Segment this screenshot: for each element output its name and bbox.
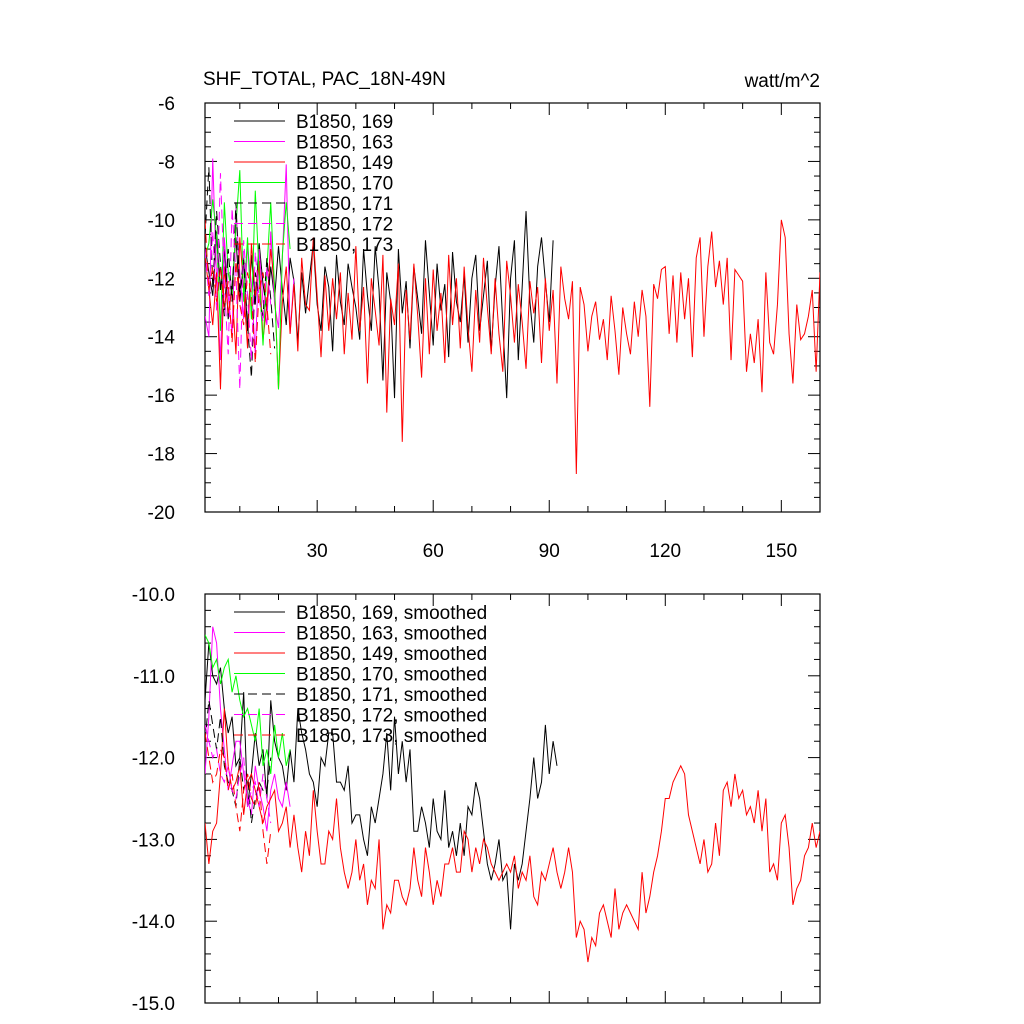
top-series-line-7 <box>205 219 272 364</box>
top-y-tick-label: -14 <box>148 328 176 349</box>
bottom-y-tick-label: -11.0 <box>133 667 175 688</box>
top-legend-label: B1850, 172 <box>296 215 393 236</box>
bottom-series-line-6 <box>205 724 272 824</box>
units-label: watt/m^2 <box>744 71 820 92</box>
bottom-legend-label: B1850, 171, smoothed <box>296 685 487 706</box>
top-y-tick-label: -16 <box>148 386 175 407</box>
bottom-panel: -10.0 -11.0 -12.0 -13.0 -14.0 -15.0 B1850, 169… <box>132 585 821 1015</box>
bottom-y-tick-label: -12.0 <box>132 749 175 770</box>
top-y-tick-label: -10 <box>148 211 175 232</box>
top-y-tick-label: -20 <box>148 503 175 524</box>
top-x-tick-label: 120 <box>649 541 681 562</box>
top-x-tick-label: 30 <box>307 541 328 562</box>
bottom-legend-label: B1850, 173, smoothed <box>296 726 487 747</box>
top-legend-label: B1850, 171 <box>296 194 393 215</box>
bottom-y-tick-label: -15.0 <box>132 994 175 1015</box>
top-y-tick-label: -6 <box>158 94 175 115</box>
bottom-legend-label: B1850, 149, smoothed <box>296 644 487 665</box>
top-x-tick-label: 90 <box>539 541 560 562</box>
bottom-series-line-4 <box>205 634 291 775</box>
bottom-legend-label: B1850, 169, smoothed <box>296 603 487 624</box>
top-y-tick-label: -12 <box>148 269 175 290</box>
chart-title: SHF_TOTAL, PAC_18N-49N <box>203 69 446 90</box>
top-series-line-2 <box>205 158 295 361</box>
bottom-series-line-5 <box>205 700 272 824</box>
top-legend-label: B1850, 173 <box>296 235 393 256</box>
top-legend-label: B1850, 169 <box>296 112 393 133</box>
bottom-legend-label: B1850, 170, smoothed <box>296 665 487 686</box>
top-series-group <box>205 158 820 475</box>
bottom-series-line-1 <box>205 643 558 930</box>
bottom-series-line-7 <box>205 732 272 864</box>
top-y-tick-label: -18 <box>148 445 175 466</box>
top-x-tick-label: 60 <box>423 541 444 562</box>
bottom-y-tick-label: -10.0 <box>132 585 175 606</box>
top-legend-label: B1850, 170 <box>296 174 393 195</box>
bottom-series-group <box>205 626 820 963</box>
top-legend-label: B1850, 163 <box>296 133 393 154</box>
bottom-plot-frame <box>204 593 821 1004</box>
top-series-line-3 <box>205 219 820 475</box>
top-x-tick-label: 150 <box>765 541 797 562</box>
bottom-series-line-3 <box>205 708 820 963</box>
top-y-tick-label: -8 <box>158 152 175 173</box>
top-series-line-6 <box>205 173 272 390</box>
bottom-legend-label: B1850, 172, smoothed <box>296 706 487 727</box>
top-panel: 30 60 90 120 150 -6 -8 -10 -12 -14 -16 -18 -20 B1850,… <box>148 94 821 562</box>
top-legend-label: B1850, 149 <box>296 153 393 174</box>
bottom-series-line-2 <box>205 626 291 832</box>
top-series-line-4 <box>205 170 291 390</box>
bottom-y-tick-label: -13.0 <box>132 830 175 851</box>
bottom-legend-label: B1850, 163, smoothed <box>296 624 487 645</box>
bottom-y-tick-label: -14.0 <box>132 912 175 933</box>
